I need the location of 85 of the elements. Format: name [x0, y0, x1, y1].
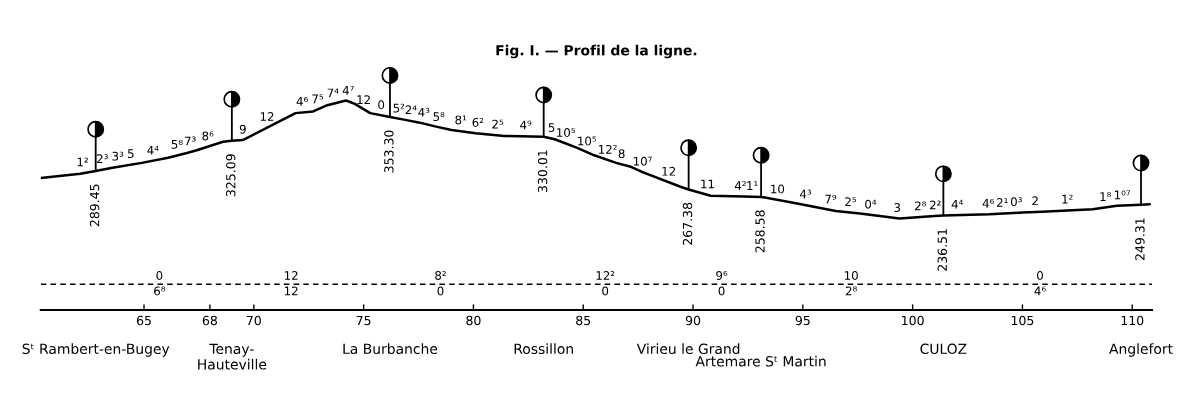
data-label: 236.51	[937, 229, 947, 271]
annotation: 12	[662, 166, 675, 176]
annotation: 7⁴	[327, 88, 339, 98]
text: Anglefort	[1109, 343, 1173, 357]
annotation: 10	[771, 184, 785, 194]
data-label: 325.09	[226, 154, 236, 197]
data-label: 330.01	[537, 150, 548, 193]
annotation: 2⁴	[405, 105, 417, 115]
x-tick-label: 90	[685, 315, 701, 326]
annotation: 1⁰⁷	[1114, 190, 1131, 200]
annotation: 0	[378, 100, 385, 110]
annotation: 3	[894, 203, 901, 213]
annotation: 10⁷	[633, 156, 652, 166]
annotation: 4⁹	[520, 120, 532, 130]
x-tick-label: 80	[466, 315, 481, 326]
annotation: 3³	[112, 151, 124, 161]
annotation: 8² 0	[435, 271, 446, 296]
text: Sᵗ Rambert-en-Bugey	[22, 343, 170, 357]
annotation: 1²	[1062, 194, 1073, 204]
annotation: 1²	[77, 157, 88, 167]
annotation: 2²	[929, 200, 941, 210]
x-tick-label: 68	[202, 315, 217, 326]
annotation: 5²	[393, 103, 405, 113]
annotation: 12² 0	[596, 271, 615, 296]
annotation: 12²	[599, 144, 617, 154]
x-tick-label: 70	[246, 315, 261, 326]
annotation: 4³	[799, 189, 811, 199]
annotation: 0 4⁶	[1034, 271, 1046, 296]
annotation: 2³	[97, 154, 108, 163]
text: Virieu le Grand	[636, 343, 740, 355]
data-label: 267.38	[682, 202, 693, 245]
annotation: 7³	[184, 136, 196, 146]
annotation: 4²	[734, 181, 746, 190]
annotation: 10⁵	[557, 128, 575, 138]
annotation: 9⁶ 0	[716, 271, 728, 296]
annotation: 0 6⁸	[154, 271, 166, 296]
chart-title: Fig. I. — Profil de la ligne.	[496, 44, 697, 59]
x-tick-label: 65	[136, 315, 151, 326]
annotation: 8¹	[455, 115, 467, 125]
annotation: 8	[618, 149, 625, 159]
annotation: 5⁸	[171, 139, 183, 149]
text: Rossillon	[514, 343, 573, 355]
annotation: 2	[1032, 196, 1038, 206]
annotation: 1¹	[747, 181, 758, 190]
annotation: 12	[260, 112, 274, 121]
annotation: 7⁵	[312, 94, 324, 104]
x-tick-label: 105	[1011, 315, 1034, 326]
annotation: 6²	[472, 117, 484, 127]
annotation: 12 12	[284, 271, 298, 296]
annotation: 0³	[1010, 197, 1022, 207]
annotation: 4³	[418, 107, 430, 117]
annotation: 2⁵	[492, 119, 504, 129]
text: Artemare Sᵗ Martin	[695, 355, 826, 367]
annotation: 4⁴	[951, 199, 963, 209]
data-label: 249.31	[1135, 218, 1145, 261]
annotation: 9	[239, 124, 246, 134]
annotation: 0⁴	[865, 199, 877, 209]
annotation: 4⁷	[342, 86, 354, 95]
annotation: 2¹	[996, 198, 1008, 207]
annotation: 1⁸	[1100, 192, 1111, 201]
text: La Burbanche	[343, 343, 438, 355]
annotation: 10⁵	[578, 136, 597, 146]
data-label: 258.58	[755, 210, 765, 253]
data-label: 353.30	[384, 130, 394, 173]
annotation: 12	[357, 95, 370, 104]
annotation: 11	[701, 179, 714, 189]
annotation: 2⁸	[915, 201, 927, 211]
x-tick-label: 100	[902, 315, 924, 326]
x-tick-label: 75	[356, 315, 371, 326]
x-tick-label: 85	[576, 315, 591, 326]
annotation: 8⁶	[202, 131, 214, 141]
annotation: 5	[548, 123, 555, 132]
x-tick-label: 110	[1121, 315, 1144, 326]
annotation: 2⁵	[845, 197, 857, 206]
annotation: 5⁸	[433, 112, 445, 121]
text: Tenay- Hauteville	[198, 343, 267, 370]
text: CULOZ	[920, 343, 967, 355]
x-tick-label: 95	[795, 315, 810, 326]
annotation: 7⁹	[825, 194, 837, 204]
annotation: 4⁶	[982, 198, 994, 208]
annotation: 10 2⁸	[844, 271, 858, 296]
annotation: 4⁶	[296, 96, 308, 106]
annotation: 4⁴	[147, 145, 159, 155]
data-label: 289.45	[89, 184, 100, 227]
annotation: 5	[127, 149, 134, 159]
